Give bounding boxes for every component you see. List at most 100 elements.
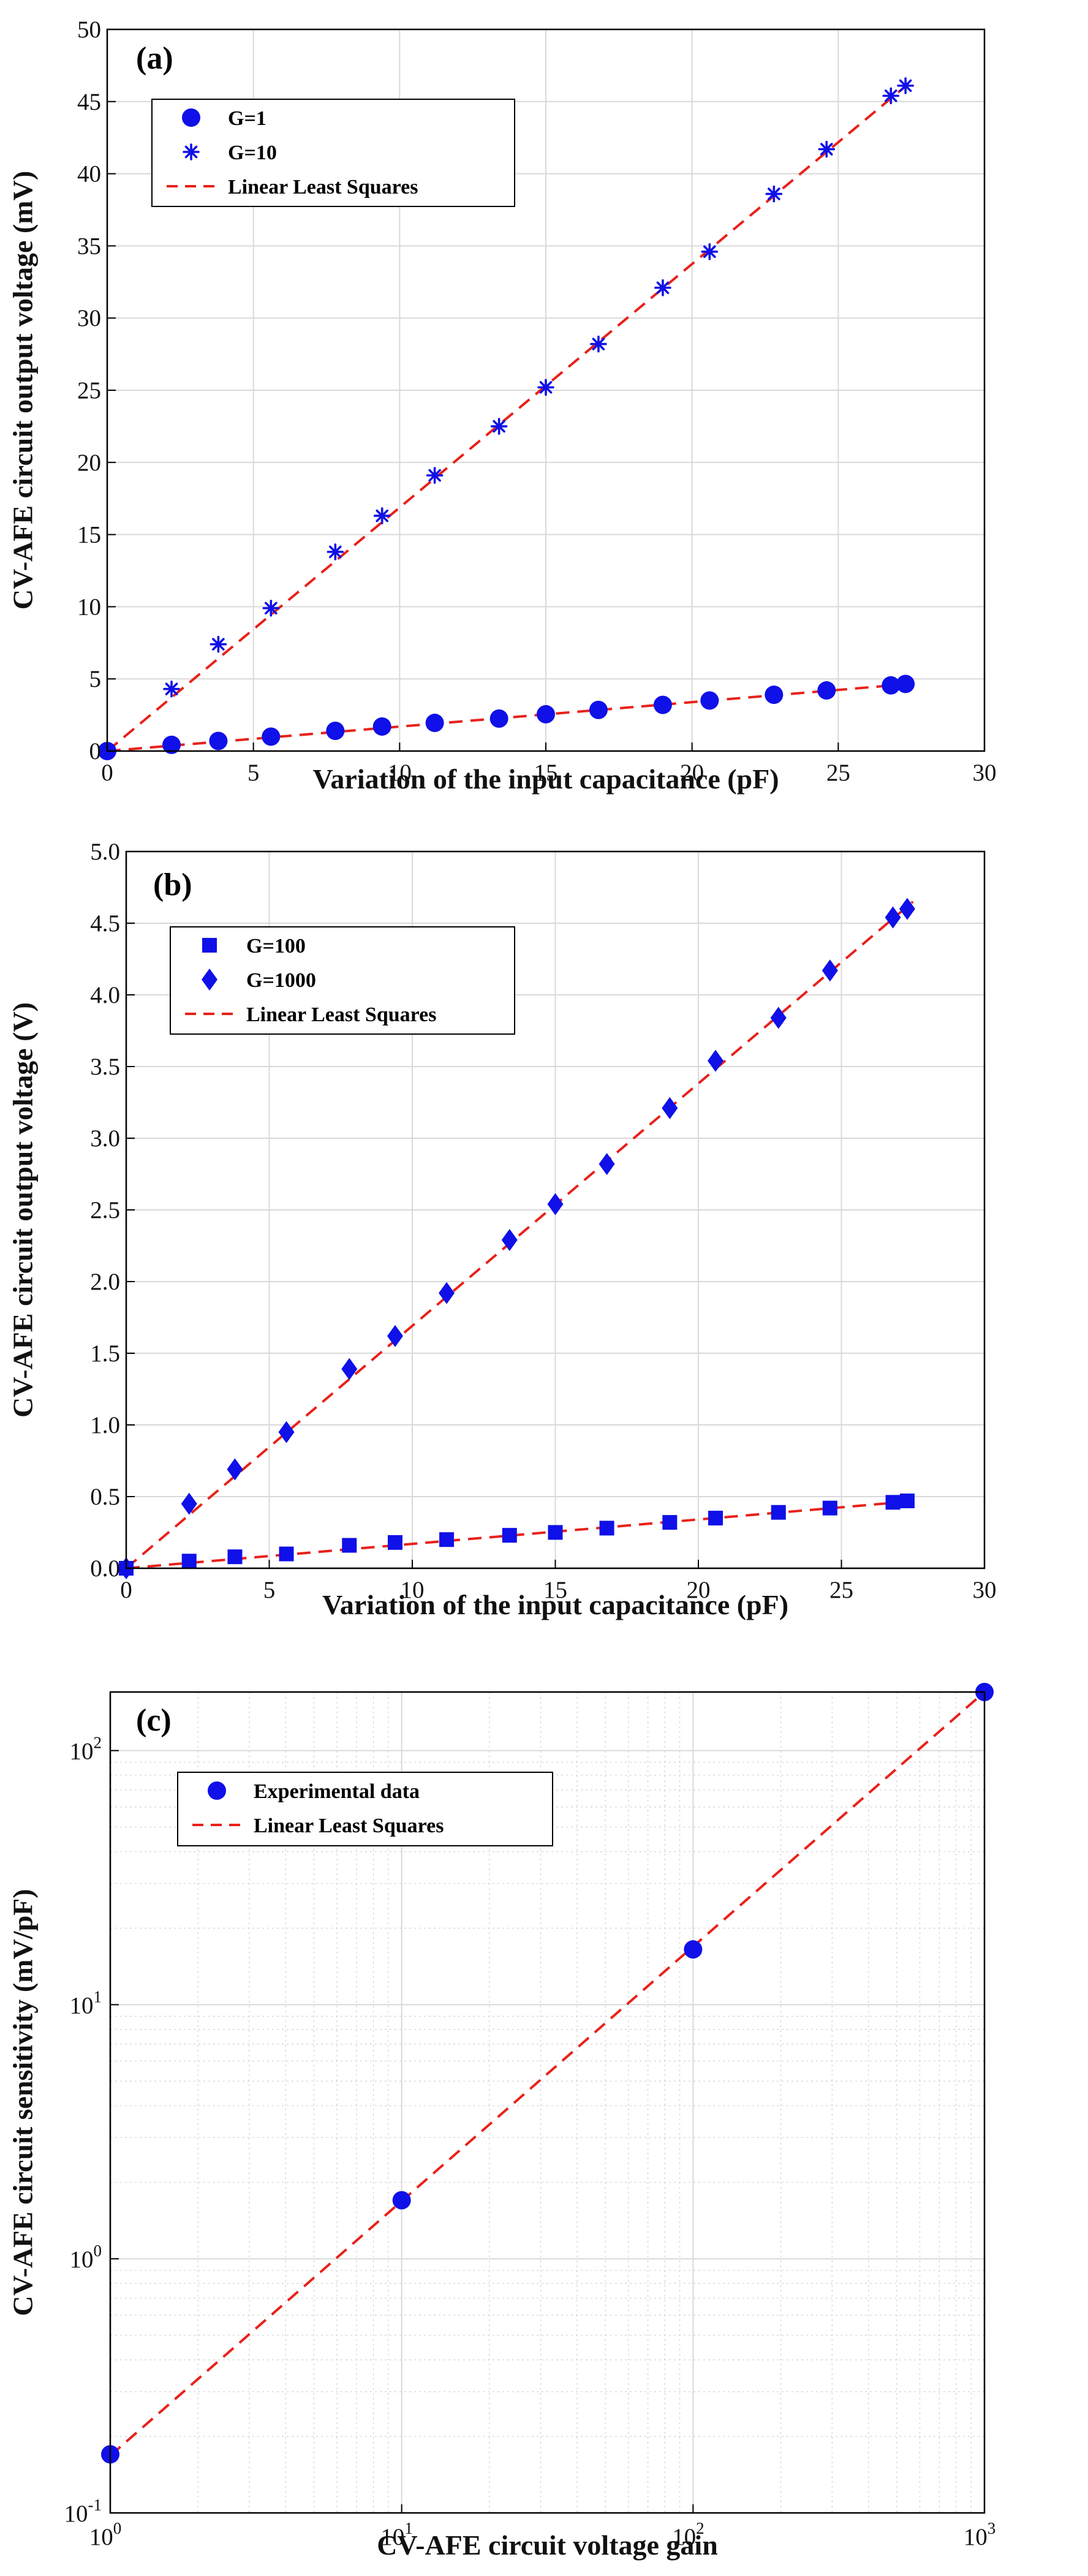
data-point-0-11	[700, 691, 719, 710]
legend-marker	[208, 1781, 226, 1800]
chart-panel-1: 0 5 10 15 20 25 30 0.0 0.5 1.0 1.5 2.0 2.5 3.0 3.5 4.0 4…	[7, 839, 997, 1620]
legend: Experimental data Linear Least Squares	[177, 1772, 553, 1846]
x-tick-label: 102	[672, 2519, 705, 2550]
data-point-1-3	[262, 599, 280, 617]
x-tick-exponent: 3	[988, 2519, 996, 2537]
x-tick-label: 30	[973, 1577, 997, 1603]
fit-line-0	[126, 1500, 913, 1569]
y-tick-label: 5	[89, 666, 102, 692]
data-point-1-12	[770, 1007, 787, 1029]
y-tick-label: 30	[77, 305, 101, 331]
y-tick-label: 35	[77, 233, 101, 259]
chart-panel-0: 0 5 10 15 20 25 30 0 5 10 15 20 25 30 35 40 45 50 Variatio…	[7, 17, 997, 795]
data-point-1-6	[426, 467, 444, 484]
data-point-0-1	[181, 1554, 197, 1569]
data-point-1-11	[708, 1049, 724, 1072]
data-point-1-15	[899, 897, 915, 920]
y-tick-label: 0.0	[90, 1555, 120, 1582]
data-point-1-6	[439, 1282, 455, 1304]
y-tick-exponent: -1	[88, 2496, 102, 2514]
y-tick-label: 4.0	[90, 982, 120, 1008]
panel-tag: (a)	[136, 41, 173, 76]
data-point-0-9	[599, 1520, 614, 1536]
data-point-1-4	[327, 543, 344, 561]
data-point-1-8	[537, 379, 554, 396]
y-tick-label: 25	[77, 377, 101, 404]
legend-label: Experimental data	[254, 1780, 420, 1803]
y-tick-exponent: 2	[94, 1734, 102, 1752]
data-point-1-12	[765, 185, 783, 203]
data-point-1-15	[897, 77, 914, 94]
data-point-0-10	[662, 1515, 678, 1530]
data-point-0-3	[279, 1546, 294, 1562]
legend-label: Linear Least Squares	[246, 1003, 436, 1026]
data-point-1-9	[590, 335, 607, 353]
x-tick-label: 20	[680, 760, 704, 786]
legend-label: Linear Least Squares	[254, 1815, 444, 1837]
legend-marker	[202, 938, 217, 953]
x-tick-label: 20	[687, 1577, 711, 1603]
data-point-0-4	[342, 1538, 357, 1553]
x-tick-label: 15	[543, 1577, 567, 1603]
legend-label: G=10	[228, 142, 277, 164]
fit-line-1	[106, 80, 912, 752]
data-point-0-2	[684, 1940, 703, 1959]
data-point-0-3	[262, 727, 281, 746]
data-point-0-14	[885, 1495, 901, 1510]
y-axis-label: CV-AFE circuit output voltage (mV)	[7, 171, 39, 610]
legend: G=100 G=1000 Linear Least Squares	[170, 926, 515, 1035]
x-tick-base: 10	[672, 2524, 696, 2550]
data-point-0-13	[822, 1500, 837, 1516]
data-point-0-1	[162, 735, 181, 754]
x-tick-label: 5	[247, 760, 260, 786]
legend: G=1 G=10 Linear Least Squares	[151, 99, 515, 207]
data-point-0-14	[882, 676, 901, 695]
data-point-1-5	[373, 507, 391, 524]
data-point-1-13	[822, 959, 838, 982]
data-point-1-9	[599, 1153, 615, 1176]
y-tick-label: 4.5	[90, 910, 120, 937]
x-axis-label: Variation of the input capacitance (pF)	[322, 1589, 788, 1620]
y-tick-label: 100	[70, 2242, 102, 2273]
y-tick-label: 3.0	[90, 1125, 120, 1152]
data-point-1-14	[885, 906, 901, 929]
legend-marker	[183, 143, 200, 161]
x-tick-exponent: 0	[113, 2519, 122, 2537]
data-point-0-10	[653, 695, 672, 714]
x-tick-label: 5	[263, 1577, 276, 1603]
y-tick-label: 101	[70, 1987, 102, 2019]
data-point-0-8	[548, 1525, 563, 1540]
y-tick-label: 3.5	[90, 1054, 120, 1080]
data-point-0-1	[392, 2191, 411, 2210]
data-point-0-2	[227, 1549, 243, 1565]
legend-box	[177, 1772, 553, 1846]
y-tick-label: 20	[77, 450, 101, 476]
legend-label: G=1000	[246, 969, 316, 992]
data-point-0-12	[765, 686, 784, 704]
data-point-1-1	[181, 1492, 197, 1515]
x-tick-label: 0	[101, 760, 113, 786]
y-tick-base: 10	[70, 2246, 94, 2273]
legend-box	[170, 926, 515, 1035]
x-tick-label: 103	[964, 2519, 996, 2550]
data-point-0-8	[537, 704, 555, 723]
y-tick-label: 15	[77, 522, 101, 548]
data-point-1-2	[210, 635, 227, 653]
data-point-0-12	[771, 1505, 786, 1520]
data-point-1-10	[662, 1097, 678, 1119]
y-tick-label: 5.0	[90, 839, 120, 865]
data-point-0-2	[209, 731, 228, 750]
data-point-0-11	[708, 1511, 723, 1526]
y-axis-label: CV-AFE circuit output voltage (V)	[7, 1002, 39, 1418]
data-point-1-1	[163, 680, 180, 698]
y-tick-label: 0	[89, 738, 102, 765]
x-tick-label: 100	[89, 2519, 122, 2550]
data-point-0-5	[372, 717, 391, 736]
x-tick-label: 15	[534, 760, 558, 786]
plot-frame	[109, 1691, 986, 2514]
data-point-1-3	[278, 1421, 295, 1443]
y-tick-label: 0.5	[90, 1484, 120, 1510]
x-tick-exponent: 2	[696, 2519, 705, 2537]
y-tick-label: 45	[77, 89, 101, 115]
